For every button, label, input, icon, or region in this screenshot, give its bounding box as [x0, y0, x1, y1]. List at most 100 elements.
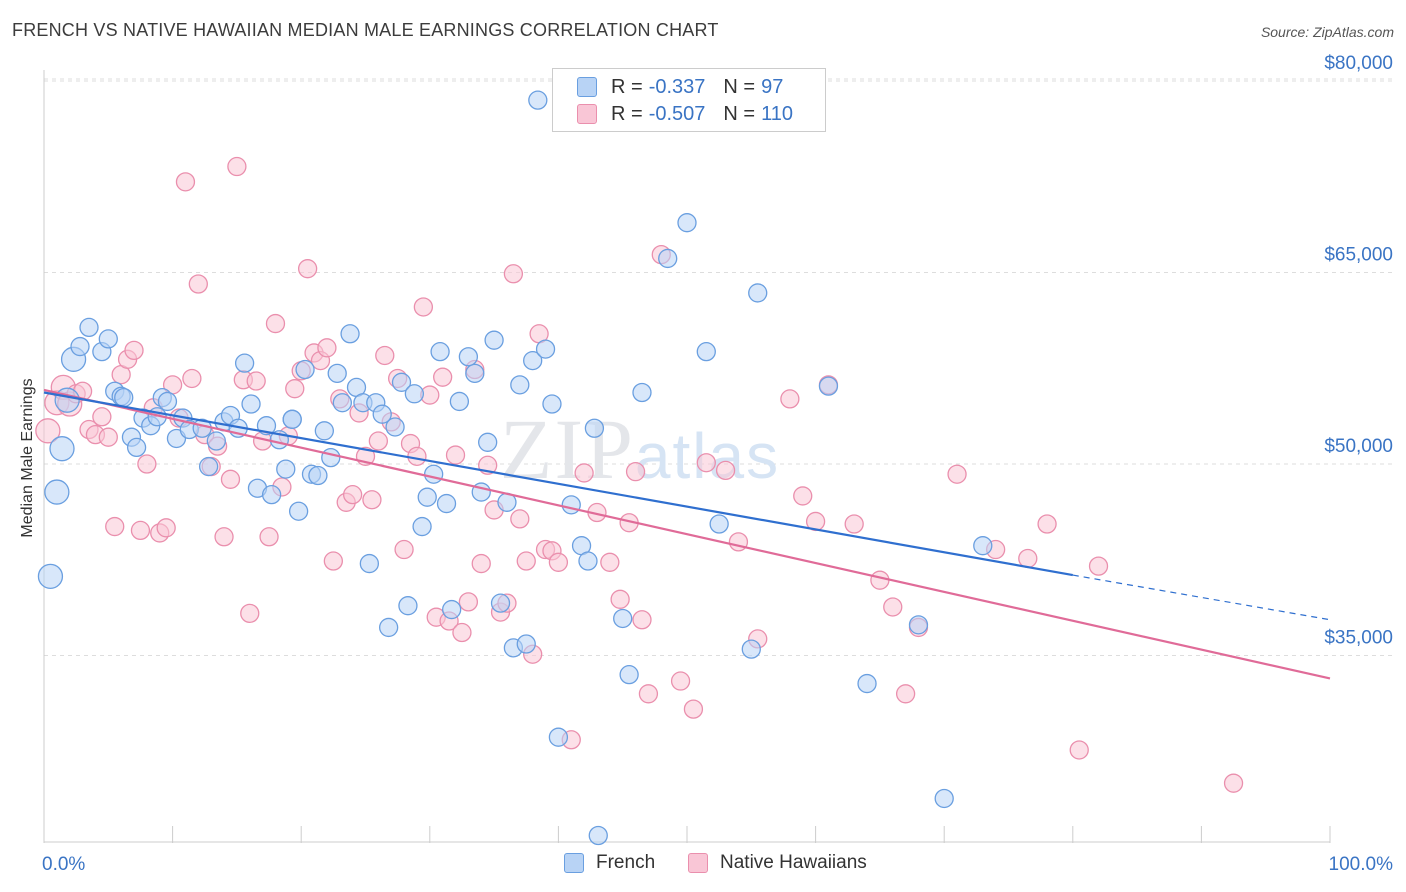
native-hawaiian-point — [259, 527, 279, 547]
native-hawaiian-point — [175, 172, 196, 192]
french-point — [54, 387, 80, 413]
french-point — [282, 409, 302, 429]
native-hawaiian-point — [188, 274, 208, 294]
native-hawaiian-point — [1223, 773, 1244, 793]
native-hawaiian-point — [362, 490, 382, 510]
french-point — [632, 382, 652, 403]
native-hawaiian-point — [670, 671, 691, 691]
french-point — [561, 495, 581, 515]
y-tick-label: $35,000 — [1324, 628, 1393, 649]
french-point — [535, 339, 556, 359]
french-point — [276, 459, 296, 479]
x-tick-label-min: 0.0% — [42, 854, 85, 875]
french-point — [516, 634, 536, 654]
watermark: ZIPatlas — [500, 401, 780, 497]
french-point — [234, 353, 255, 373]
french-point — [404, 384, 425, 404]
french-point — [114, 387, 134, 408]
french-point — [973, 536, 993, 556]
french-point — [528, 90, 548, 110]
native-hawaiian-point — [883, 597, 903, 617]
french-point — [510, 375, 530, 395]
native-hawaiian-point — [516, 551, 536, 571]
french-point — [424, 464, 444, 484]
native-hawaiian-point — [1037, 514, 1057, 534]
french-point — [613, 608, 633, 629]
y-tick-label: $65,000 — [1324, 245, 1393, 266]
french-point — [677, 213, 697, 233]
french-point — [359, 553, 380, 574]
french-point — [206, 431, 226, 451]
native-hawaiian-point — [632, 610, 652, 630]
legend-row-french: R = -0.337 N = 97 — [577, 74, 783, 100]
french-point — [417, 487, 437, 507]
french-point — [332, 393, 353, 413]
french-swatch — [577, 77, 597, 97]
french-point — [478, 432, 498, 452]
hawaiian-swatch — [577, 104, 597, 124]
french-point — [741, 639, 761, 659]
french-swatch — [564, 853, 584, 873]
french-point — [340, 324, 360, 344]
french-point — [458, 347, 479, 367]
native-hawaiian-point — [182, 368, 202, 389]
french-point — [327, 363, 347, 384]
french-trend-line — [43, 391, 1073, 577]
native-hawaiian-point — [780, 389, 800, 409]
x-tick-labels: 0.0% 100.0% — [42, 854, 1393, 875]
native-hawaiian-point — [696, 453, 716, 473]
french-point — [748, 283, 768, 303]
french-point — [308, 465, 328, 486]
native-hawaiian-point — [220, 469, 241, 489]
native-hawaiian-point — [407, 446, 427, 466]
native-hawaiian-point — [1088, 556, 1109, 576]
x-tick-label-max: 100.0% — [1329, 854, 1394, 875]
french-point — [934, 788, 954, 809]
french-point — [295, 359, 315, 380]
native-hawaiian-point — [452, 622, 472, 643]
native-hawaiian-point — [574, 463, 594, 483]
french-point — [436, 493, 457, 514]
source-label: Source: ZipAtlas.com — [1260, 24, 1394, 40]
axes — [43, 70, 1331, 843]
native-hawaiian-point — [285, 379, 305, 399]
french-point — [261, 484, 282, 505]
french-point — [44, 479, 70, 505]
french-point — [79, 317, 99, 338]
french-point — [321, 447, 341, 468]
native-hawaiian-point — [844, 514, 864, 534]
french-point — [542, 394, 562, 414]
native-hawaiian-point — [793, 486, 813, 506]
french-point — [385, 417, 405, 437]
native-hawaiian-point — [445, 445, 466, 465]
legend-item-native-hawaiians[interactable]: Native Hawaiians — [688, 852, 867, 874]
french-point — [449, 391, 470, 412]
y-tick-label: $50,000 — [1324, 436, 1393, 457]
native-hawaiian-point — [297, 259, 318, 279]
native-hawaiian-point — [156, 518, 176, 538]
native-hawaiian-point — [214, 527, 234, 547]
legend-row-hawaiian: R = -0.507 N = 110 — [577, 101, 793, 127]
french-point — [857, 673, 877, 694]
native-hawaiian-point — [227, 156, 247, 177]
french-point — [412, 516, 432, 537]
french-point — [378, 617, 399, 638]
french-point — [818, 376, 839, 396]
native-hawaiians-series — [35, 156, 1244, 793]
french-point — [49, 436, 75, 462]
french-point — [430, 342, 450, 362]
native-hawaiian-point — [895, 684, 916, 704]
r-value: -0.507 — [648, 102, 706, 125]
french-point — [157, 391, 178, 412]
french-point — [288, 501, 309, 521]
native-hawaiian-point — [1069, 740, 1089, 760]
native-hawaiian-point — [394, 539, 414, 560]
french-point — [314, 421, 334, 441]
native-hawaiian-point — [458, 592, 479, 612]
french-point — [619, 665, 639, 685]
legend-item-french[interactable]: French — [564, 852, 655, 874]
french-point — [484, 330, 504, 350]
native-hawaiian-point — [548, 552, 569, 572]
native-hawaiian-point — [610, 589, 630, 609]
